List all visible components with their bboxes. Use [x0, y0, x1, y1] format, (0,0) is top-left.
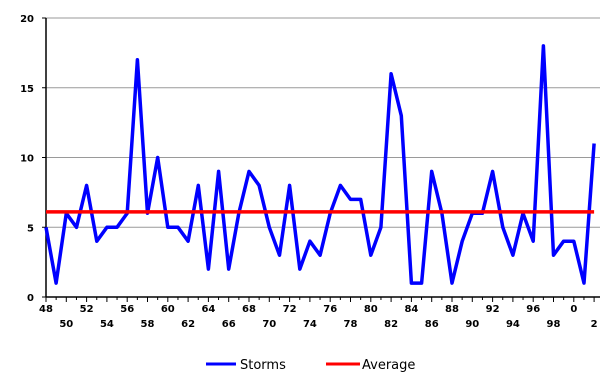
y-tick-label-5: 5	[27, 223, 34, 234]
x-tick-label-82: 82	[384, 319, 398, 330]
x-tick-label-94: 94	[506, 319, 520, 330]
legend-storms-label: Storms	[240, 358, 286, 373]
y-tick-label-0: 0	[27, 293, 34, 304]
x-tick-label-92: 92	[486, 304, 500, 315]
y-axis-ticks: 0 5 10 15 20	[20, 14, 46, 304]
x-tick-label-48: 48	[39, 304, 53, 315]
x-tick-label-66: 66	[222, 319, 236, 330]
x-tick-label-56: 56	[120, 304, 134, 315]
x-tick-label-90: 90	[465, 319, 479, 330]
x-tick-label-2: 2	[591, 319, 598, 330]
gridlines	[46, 17, 600, 298]
series-storms	[44, 44, 596, 285]
x-tick-label-62: 62	[181, 319, 195, 330]
x-tick-label-96: 96	[526, 304, 540, 315]
x-tick-label-72: 72	[283, 304, 297, 315]
x-axis-ticks: 48 52 56 60 64 68 72 76 80 84 88 92 96 0 50 54 58 62 66 70 7…	[39, 297, 598, 330]
y-tick-label-15: 15	[20, 84, 34, 95]
x-tick-label-52: 52	[80, 304, 94, 315]
x-tick-label-76: 76	[323, 304, 337, 315]
x-tick-label-64: 64	[201, 304, 215, 315]
legend-average-label: Average	[362, 358, 415, 373]
x-tick-label-98: 98	[547, 319, 561, 330]
y-tick-label-10: 10	[20, 154, 34, 165]
x-tick-label-86: 86	[425, 319, 439, 330]
x-tick-label-60: 60	[161, 304, 175, 315]
x-tick-label-0: 0	[570, 304, 577, 315]
legend: Storms Average	[206, 358, 415, 373]
y-tick-label-20: 20	[20, 14, 34, 25]
series-lines	[44, 44, 596, 285]
x-tick-label-88: 88	[445, 304, 459, 315]
x-tick-label-68: 68	[242, 304, 256, 315]
x-tick-label-58: 58	[141, 319, 155, 330]
x-tick-label-78: 78	[344, 319, 358, 330]
x-tick-label-74: 74	[303, 319, 317, 330]
x-tick-label-54: 54	[100, 319, 114, 330]
x-tick-label-80: 80	[364, 304, 378, 315]
x-tick-label-84: 84	[404, 304, 418, 315]
x-tick-label-70: 70	[262, 319, 276, 330]
x-tick-label-50: 50	[59, 319, 73, 330]
